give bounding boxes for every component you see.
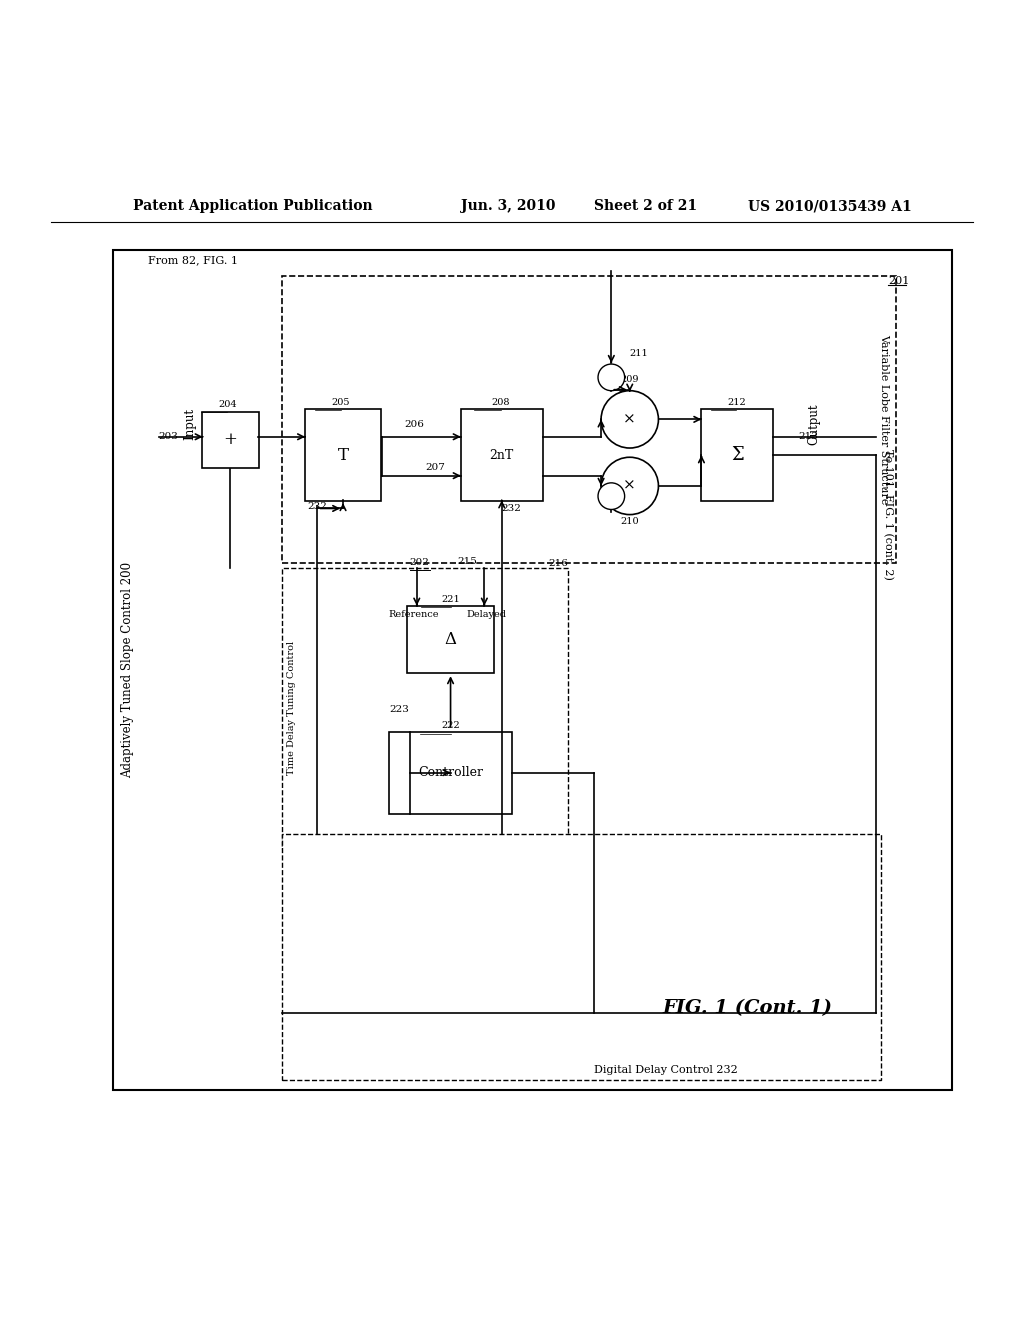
Text: ×: × xyxy=(624,479,636,492)
Circle shape xyxy=(598,364,625,391)
Circle shape xyxy=(601,457,658,515)
FancyBboxPatch shape xyxy=(305,409,382,502)
Text: 202: 202 xyxy=(410,558,429,566)
Text: 216: 216 xyxy=(548,558,567,568)
Text: 232: 232 xyxy=(502,504,521,513)
Text: 221: 221 xyxy=(441,595,460,603)
Text: 232: 232 xyxy=(307,502,327,511)
Text: θ: θ xyxy=(607,368,615,381)
Text: θ: θ xyxy=(607,490,615,503)
Text: 201: 201 xyxy=(888,276,909,286)
Text: 2nT: 2nT xyxy=(489,449,514,462)
Text: ×: × xyxy=(624,412,636,426)
Text: Digital Delay Control 232: Digital Delay Control 232 xyxy=(594,1065,737,1074)
Text: From 82, FIG. 1: From 82, FIG. 1 xyxy=(148,256,239,265)
Text: 213: 213 xyxy=(799,432,818,441)
Text: 222: 222 xyxy=(441,721,460,730)
FancyBboxPatch shape xyxy=(203,412,258,469)
Text: Variable Lobe Filter Structure: Variable Lobe Filter Structure xyxy=(879,334,889,504)
Text: Time Delay Tuning Control: Time Delay Tuning Control xyxy=(288,642,296,775)
FancyBboxPatch shape xyxy=(282,276,896,562)
FancyBboxPatch shape xyxy=(282,568,568,850)
Text: 206: 206 xyxy=(404,420,424,429)
Text: 212: 212 xyxy=(727,399,745,407)
Text: US 2010/0135439 A1: US 2010/0135439 A1 xyxy=(748,199,911,214)
Text: 207: 207 xyxy=(425,463,444,473)
Text: 208: 208 xyxy=(492,399,510,407)
Text: 215: 215 xyxy=(458,557,477,566)
Text: Patent Application Publication: Patent Application Publication xyxy=(133,199,373,214)
Circle shape xyxy=(601,391,658,447)
Text: Reference: Reference xyxy=(388,610,439,619)
Text: 209: 209 xyxy=(621,375,639,384)
Text: Jun. 3, 2010: Jun. 3, 2010 xyxy=(461,199,555,214)
FancyBboxPatch shape xyxy=(408,606,495,673)
Circle shape xyxy=(598,483,625,510)
Text: Adaptively Tuned Slope Control 200: Adaptively Tuned Slope Control 200 xyxy=(122,562,134,779)
FancyBboxPatch shape xyxy=(389,731,512,813)
Text: Sheet 2 of 21: Sheet 2 of 21 xyxy=(594,199,697,214)
Text: 204: 204 xyxy=(218,400,237,409)
FancyBboxPatch shape xyxy=(282,834,881,1080)
Text: Output: Output xyxy=(808,404,820,445)
FancyBboxPatch shape xyxy=(461,409,543,502)
Text: 223: 223 xyxy=(389,705,409,714)
FancyBboxPatch shape xyxy=(113,251,952,1090)
Text: 203: 203 xyxy=(159,432,178,441)
Text: 211: 211 xyxy=(630,348,648,358)
Text: Σ: Σ xyxy=(731,446,743,465)
Text: +: + xyxy=(223,432,238,449)
Text: Input: Input xyxy=(183,408,196,441)
Text: FIG. 1 (Cont. 1): FIG. 1 (Cont. 1) xyxy=(663,999,833,1018)
Text: Δ: Δ xyxy=(444,631,457,648)
Text: To 101, FIG. 1 (cont. 2): To 101, FIG. 1 (cont. 2) xyxy=(883,449,893,579)
FancyBboxPatch shape xyxy=(701,409,773,502)
Text: Controller: Controller xyxy=(418,766,483,779)
Text: 205: 205 xyxy=(332,399,350,407)
Text: T: T xyxy=(338,446,348,463)
Text: Delayed: Delayed xyxy=(466,610,507,619)
Text: 210: 210 xyxy=(621,516,639,525)
